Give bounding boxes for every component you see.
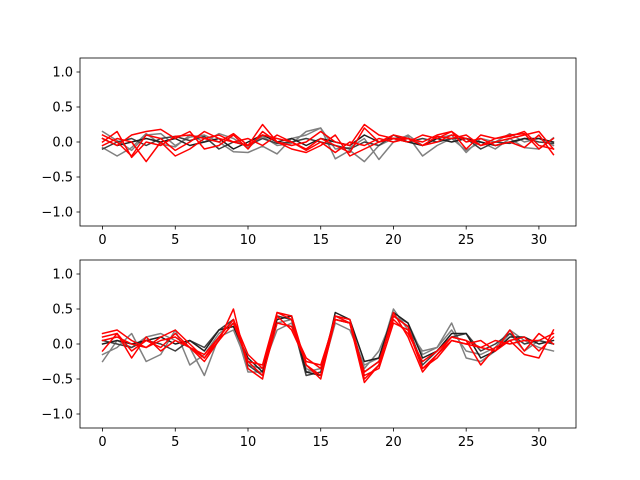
x-tick-label: 30 <box>531 435 548 450</box>
x-tick-label: 20 <box>385 435 402 450</box>
y-tick-label: 0.0 <box>52 338 73 353</box>
series-line-7 <box>101 130 555 163</box>
y-tick-label: −1.0 <box>41 408 73 423</box>
plot-area <box>101 123 555 163</box>
x-tick-label: 15 <box>312 435 329 450</box>
series-line-8 <box>101 315 555 377</box>
y-tick-label: 0.0 <box>52 136 73 151</box>
y-tick-label: −0.5 <box>41 171 73 186</box>
y-tick-label: −1.0 <box>41 206 73 221</box>
x-tick-label: 30 <box>531 233 548 248</box>
y-tick-label: 0.5 <box>52 101 73 116</box>
x-tick-label: 10 <box>240 435 257 450</box>
x-tick-label: 10 <box>240 233 257 248</box>
series-line-8 <box>101 128 555 157</box>
y-tick-label: 1.0 <box>52 268 73 283</box>
y-tick-label: 0.5 <box>52 303 73 318</box>
series-line-5 <box>101 123 555 157</box>
x-tick-label: 25 <box>458 435 475 450</box>
y-tick-label: −0.5 <box>41 373 73 388</box>
x-tick-label: 0 <box>98 435 106 450</box>
x-tick-label: 0 <box>98 233 106 248</box>
series-line-7 <box>101 311 555 380</box>
top-subplot: 0 5 10 15 20 25 30 −1.0 −0.5 0.0 0.5 1.0 <box>41 57 577 248</box>
x-tick-label: 5 <box>171 233 179 248</box>
plot-area <box>101 308 555 384</box>
x-tick-label: 5 <box>171 435 179 450</box>
y-tick-label: 1.0 <box>52 66 73 81</box>
x-tick-label: 15 <box>312 233 329 248</box>
bottom-subplot: 0 5 10 15 20 25 30 −1.0 −0.5 0.0 0.5 1.0 <box>41 259 577 450</box>
x-tick-label: 25 <box>458 233 475 248</box>
x-tick-label: 20 <box>385 233 402 248</box>
